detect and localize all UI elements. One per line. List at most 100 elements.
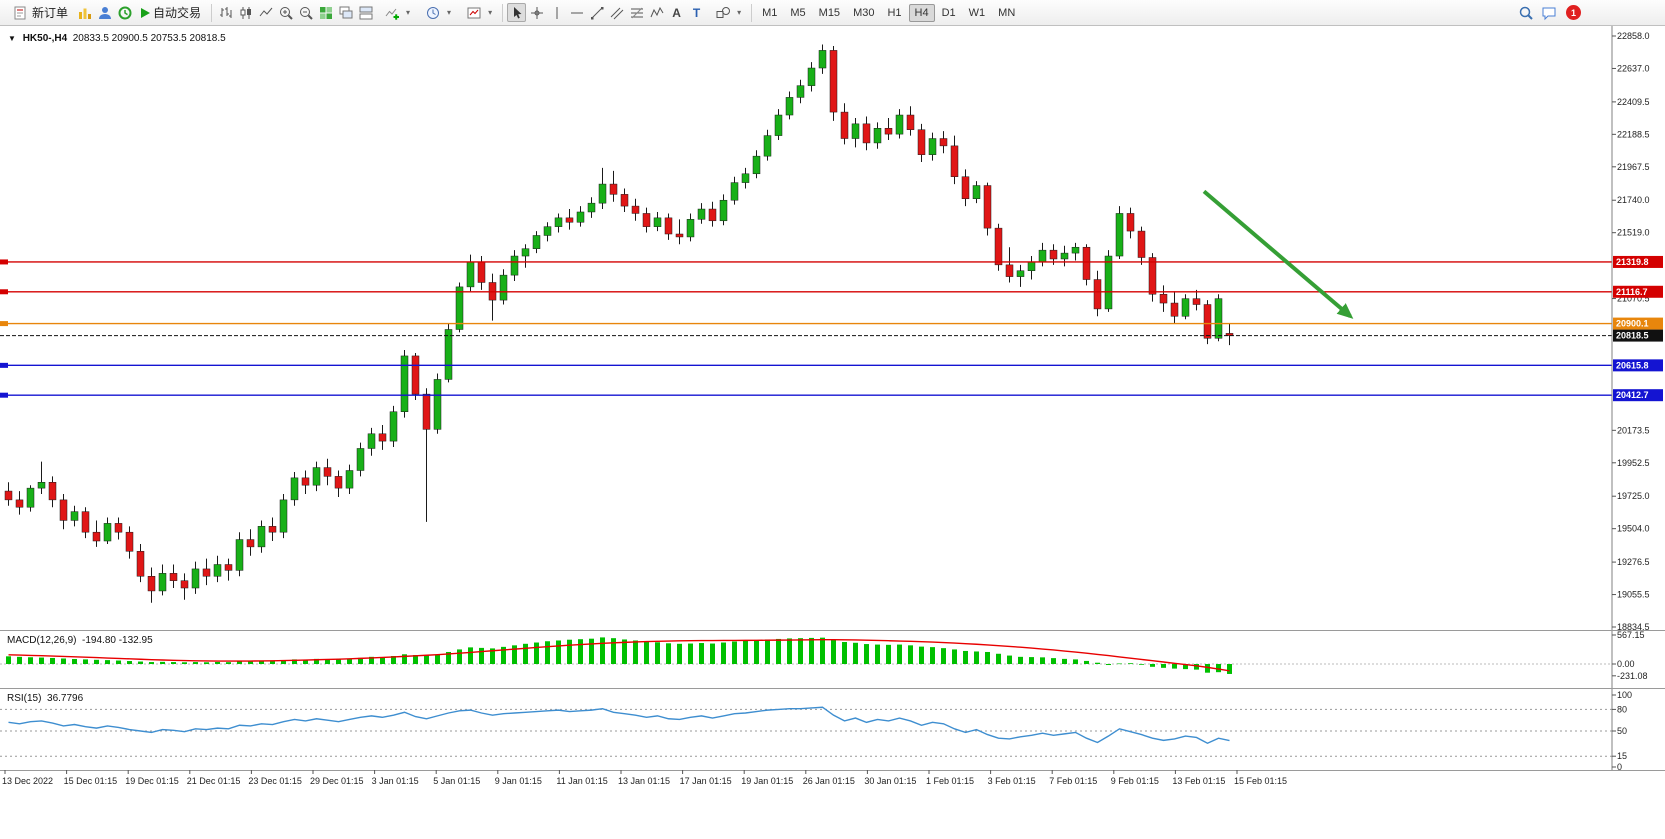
add-indicator-button[interactable] [376,2,416,24]
candle-body [191,568,200,589]
channel-tool-icon[interactable] [607,3,626,22]
hline-price-tag [1613,389,1663,402]
timeframe-m5[interactable]: M5 [790,6,806,19]
macd-histogram-bar [1139,664,1144,665]
macd-histogram-bar [732,641,737,664]
macd-scale-label: 0.00 [1617,659,1635,669]
new-chart-icon[interactable] [75,3,94,22]
macd-histogram-bar [930,647,935,664]
rsi-scale-label: 80 [1617,704,1627,714]
chart-menu-arrow-icon[interactable]: ▼ [8,34,16,43]
templates-button[interactable] [458,2,498,24]
cursor-icon[interactable] [507,3,527,22]
timeframe-h1[interactable]: H1 [887,6,902,19]
notification-badge[interactable]: 1 [1566,5,1581,20]
macd-histogram-bar [644,642,649,664]
timeframe-m30[interactable]: M30 [853,6,875,19]
macd-histogram-bar [435,654,440,664]
macd-histogram-bar [952,649,957,664]
auto-trading-button[interactable]: 自动交易 [135,2,207,24]
bar-chart-type-icon[interactable] [216,3,235,22]
tile-horizontal-icon[interactable] [356,3,375,22]
vertical-line-tool-icon[interactable] [547,3,566,22]
zoom-out-icon[interactable] [296,3,315,22]
zoom-in-icon[interactable] [276,3,295,22]
macd-histogram-bar [963,650,968,664]
candle-body [532,235,541,249]
macd-scale-label: -231.08 [1617,671,1648,681]
candle-body [1126,213,1135,232]
macd-histogram-bar [369,656,374,664]
candle-body [334,476,343,489]
hline-price-tag [1613,359,1663,372]
candle-body [686,219,695,238]
macd-histogram-bar [402,654,407,664]
chart-symbol-period: HK50-,H4 [22,33,68,44]
candle-body [268,526,277,533]
candle-body [719,199,728,222]
text-tool-icon[interactable]: A [672,5,681,20]
hline-price-tag-label: 21116.7 [1616,287,1648,297]
macd-histogram-bar [545,641,550,664]
trendline-tool-icon[interactable] [587,3,606,22]
timeframe-m15[interactable]: M15 [818,6,841,19]
macd-histogram-bar [1029,657,1034,664]
candle-body [1049,249,1058,260]
candle-body [279,499,288,533]
horizontal-line-tool-icon[interactable] [567,3,586,22]
macd-histogram-bar [578,639,583,664]
template-icon [464,3,483,22]
timeframe-mn[interactable]: MN [998,6,1016,19]
macd-histogram-bar [1183,664,1188,670]
cascade-windows-icon[interactable] [336,3,355,22]
price-scale-label: 19952.5 [1617,458,1650,468]
profiles-icon[interactable] [95,3,114,22]
macd-histogram-bar [941,648,946,664]
trend-arrow-object[interactable] [1202,189,1354,319]
candle-body [961,176,970,200]
macd-histogram-bar [1128,663,1133,664]
candle-body [1071,246,1080,254]
timeframe-h4[interactable]: H4 [908,3,935,22]
search-icon[interactable] [1516,3,1535,22]
macd-histogram-bar [292,659,297,664]
candle-body [928,138,937,155]
hline-left-marker [0,362,8,368]
new-order-button[interactable]: 新订单 [4,2,74,24]
market-watch-icon[interactable] [115,3,134,22]
chat-icon[interactable] [1539,3,1558,22]
timeframe-m1[interactable]: M1 [762,6,778,19]
time-axis-label: 13 Feb 01:15 [1172,776,1225,786]
play-icon [141,7,151,18]
macd-histogram-bar [1051,658,1056,664]
elliott-wave-tool-icon[interactable] [647,3,666,22]
timeframe-w1[interactable]: W1 [968,6,986,19]
macd-histogram-bar [556,640,561,664]
candlestick-type-icon[interactable] [236,3,255,22]
crosshair-icon[interactable] [527,3,546,22]
macd-histogram-bar [842,642,847,664]
tile-windows-icon[interactable] [316,3,335,22]
macd-histogram-bar [380,657,385,664]
candle-body [829,50,838,113]
timeframe-menu-button[interactable] [417,2,457,24]
candle-body [1148,257,1157,295]
macd-histogram-bar [677,643,682,664]
candle-body [983,185,992,229]
timeframe-d1[interactable]: D1 [941,6,956,19]
line-chart-type-icon[interactable] [256,3,275,22]
macd-histogram-bar [1073,659,1078,664]
chart-canvas[interactable]: 22858.0 22637.0 22409.5 22188.5 21967.5 21740… [0,26,1665,839]
macd-histogram-bar [1117,663,1122,665]
candle-body [477,261,486,283]
candle-body [114,523,123,533]
fibonacci-tool-icon[interactable] [627,3,646,22]
macd-histogram-bar [468,647,473,664]
price-scale-label: 18834.5 [1617,622,1650,632]
shapes-tool-button[interactable] [707,2,747,24]
time-axis-label: 3 Jan 01:15 [372,776,419,786]
candle-body [708,208,717,222]
macd-histogram-bar [479,647,484,664]
label-tool-icon[interactable]: T [692,5,701,20]
macd-histogram-bar [1084,660,1089,664]
